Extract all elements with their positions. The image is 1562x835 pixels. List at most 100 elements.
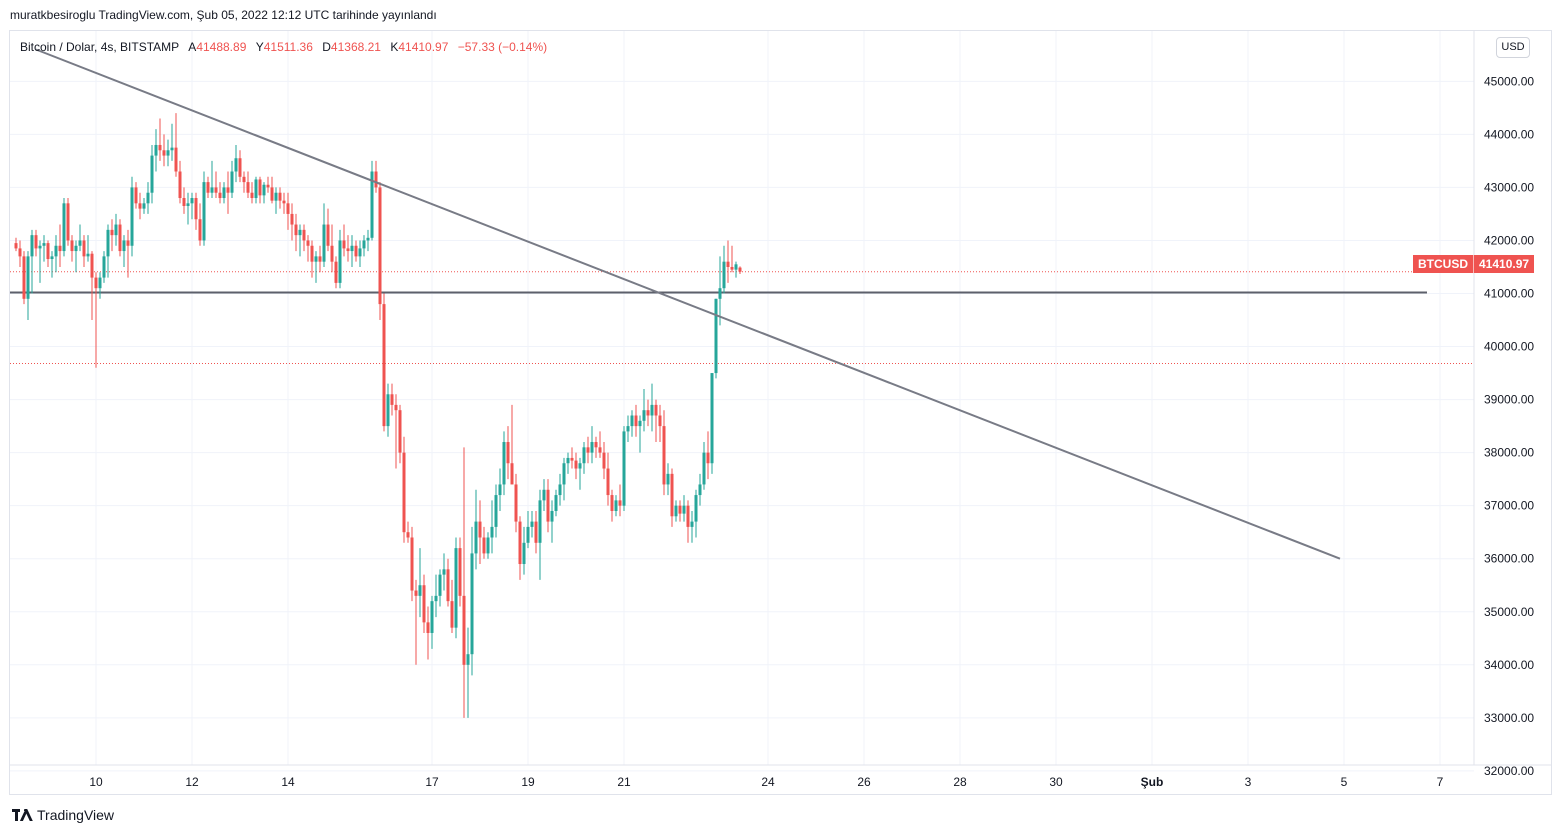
candle-body bbox=[230, 171, 234, 193]
candle bbox=[610, 489, 614, 522]
candle bbox=[98, 272, 102, 299]
price-tick-label: 35000.00 bbox=[1484, 605, 1534, 619]
candle bbox=[606, 452, 610, 506]
candle bbox=[518, 516, 522, 580]
candle-body bbox=[638, 420, 642, 427]
candle bbox=[314, 251, 318, 283]
candle bbox=[334, 256, 338, 289]
candle bbox=[734, 261, 738, 278]
candle bbox=[142, 198, 146, 214]
candle bbox=[218, 182, 222, 204]
candle bbox=[90, 251, 94, 321]
candle bbox=[262, 182, 266, 204]
candle-body bbox=[286, 203, 290, 214]
tradingview-logo-icon bbox=[12, 809, 34, 821]
candle-body bbox=[426, 622, 430, 633]
chart-frame[interactable] bbox=[9, 30, 1552, 795]
candle bbox=[54, 235, 58, 273]
candle bbox=[174, 113, 178, 177]
candle bbox=[46, 240, 50, 267]
candle-body bbox=[370, 171, 374, 238]
candle-body bbox=[42, 243, 46, 246]
candle-body bbox=[314, 256, 318, 262]
candle-body bbox=[102, 256, 106, 278]
candle bbox=[130, 176, 134, 257]
candle bbox=[178, 160, 182, 204]
candle bbox=[494, 484, 498, 538]
candle bbox=[102, 251, 106, 283]
candle-body bbox=[26, 256, 30, 299]
candle-body bbox=[702, 452, 706, 485]
candle bbox=[478, 500, 482, 565]
time-tick-label: 10 bbox=[89, 775, 103, 789]
candle-body bbox=[70, 240, 74, 252]
candle bbox=[378, 182, 382, 321]
candle-body bbox=[162, 150, 166, 156]
low-label: D bbox=[322, 40, 331, 54]
price-tick-label: 34000.00 bbox=[1484, 658, 1534, 672]
candle bbox=[538, 489, 542, 580]
candle bbox=[398, 404, 402, 464]
candle-body bbox=[454, 548, 458, 628]
candle-body bbox=[118, 224, 122, 252]
candle-body bbox=[34, 235, 38, 249]
candle bbox=[186, 192, 190, 225]
price-tag-symbol: BTCUSD bbox=[1418, 257, 1468, 271]
price-tick-label: 37000.00 bbox=[1484, 499, 1534, 513]
candle-body bbox=[662, 426, 666, 485]
currency-button[interactable]: USD bbox=[1496, 37, 1530, 58]
candle-body bbox=[378, 187, 382, 305]
candle bbox=[22, 251, 26, 305]
candle-body bbox=[534, 521, 538, 543]
time-tick-label: 14 bbox=[281, 775, 295, 789]
candle-body bbox=[50, 256, 54, 260]
candle-body bbox=[698, 484, 702, 496]
candle-body bbox=[518, 521, 522, 565]
candle bbox=[570, 447, 574, 469]
candle-body bbox=[374, 171, 378, 188]
candle-body bbox=[306, 240, 310, 246]
candle-body bbox=[254, 179, 258, 199]
candle bbox=[330, 224, 334, 273]
candle bbox=[190, 192, 194, 220]
candle-body bbox=[526, 526, 530, 543]
candle-body bbox=[134, 187, 138, 204]
price-tick-label: 41000.00 bbox=[1484, 287, 1534, 301]
candle-body bbox=[14, 243, 18, 249]
candle bbox=[470, 526, 474, 676]
candle-body bbox=[450, 601, 454, 628]
candle-body bbox=[242, 176, 246, 183]
plot-area bbox=[10, 48, 1474, 718]
candle bbox=[26, 251, 30, 321]
close-label: K bbox=[390, 40, 399, 54]
candle bbox=[222, 182, 226, 204]
candle bbox=[86, 235, 90, 262]
candle bbox=[502, 431, 506, 496]
candle-body bbox=[198, 219, 202, 241]
candle bbox=[350, 235, 354, 267]
candle bbox=[162, 134, 166, 167]
candle bbox=[310, 240, 314, 278]
candle bbox=[446, 558, 450, 607]
candle bbox=[514, 473, 518, 533]
candle-body bbox=[166, 150, 170, 156]
candle bbox=[366, 229, 370, 252]
time-tick-label: 7 bbox=[1437, 775, 1444, 789]
candle-body bbox=[646, 410, 650, 416]
candle bbox=[194, 192, 198, 230]
candle bbox=[18, 240, 22, 267]
candle bbox=[590, 426, 594, 464]
candle-body bbox=[138, 203, 142, 209]
candle bbox=[110, 219, 114, 252]
candle-body bbox=[634, 415, 638, 427]
candle-body bbox=[302, 229, 306, 241]
candle-body bbox=[586, 447, 590, 453]
candle-body bbox=[410, 537, 414, 591]
footer-brand[interactable]: TradingView bbox=[12, 807, 114, 823]
candle-body bbox=[142, 203, 146, 209]
candle bbox=[66, 198, 70, 246]
price-tick-label: 43000.00 bbox=[1484, 180, 1534, 194]
candle bbox=[698, 473, 702, 506]
time-tick-label: 24 bbox=[761, 775, 775, 789]
